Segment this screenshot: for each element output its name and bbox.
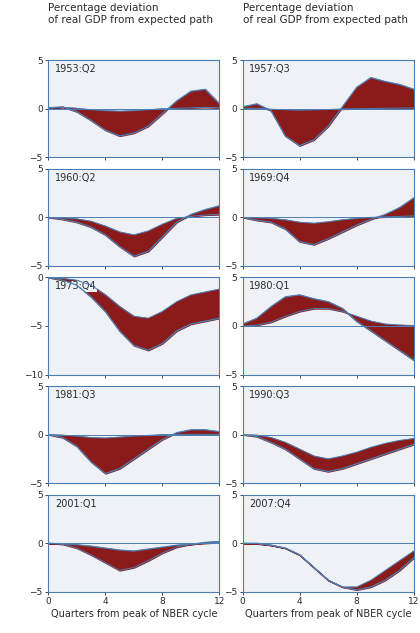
X-axis label: Quarters from peak of NBER cycle: Quarters from peak of NBER cycle bbox=[51, 609, 217, 619]
Text: 1973:Q4: 1973:Q4 bbox=[55, 281, 97, 291]
Text: 1981:Q3: 1981:Q3 bbox=[55, 390, 97, 400]
Text: 2007:Q4: 2007:Q4 bbox=[249, 499, 291, 508]
Text: 1980:Q1: 1980:Q1 bbox=[249, 281, 291, 291]
Text: Percentage deviation
of real GDP from expected path: Percentage deviation of real GDP from ex… bbox=[48, 3, 213, 25]
Text: 1957:Q3: 1957:Q3 bbox=[249, 64, 291, 74]
Text: 1953:Q2: 1953:Q2 bbox=[55, 64, 97, 74]
Text: Percentage deviation
of real GDP from expected path: Percentage deviation of real GDP from ex… bbox=[243, 3, 407, 25]
X-axis label: Quarters from peak of NBER cycle: Quarters from peak of NBER cycle bbox=[245, 609, 411, 619]
Text: 1969:Q4: 1969:Q4 bbox=[249, 173, 291, 183]
Text: 2001:Q1: 2001:Q1 bbox=[55, 499, 97, 508]
Text: 1960:Q2: 1960:Q2 bbox=[55, 173, 97, 183]
Text: 1990:Q3: 1990:Q3 bbox=[249, 390, 291, 400]
